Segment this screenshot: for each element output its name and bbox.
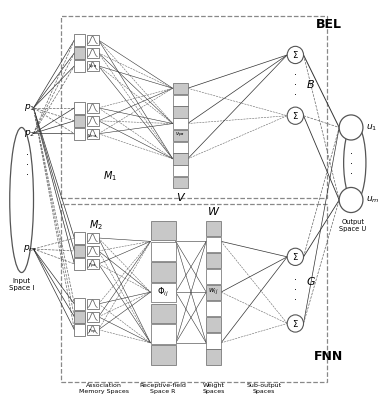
- Text: Association
Memory Spaces: Association Memory Spaces: [79, 383, 129, 394]
- Bar: [87, 299, 99, 309]
- Text: $\nu_{pa}$: $\nu_{pa}$: [175, 131, 185, 140]
- Bar: [87, 246, 99, 256]
- Bar: [87, 61, 99, 71]
- Text: ·
·
·: · · ·: [27, 150, 30, 180]
- Bar: [74, 128, 85, 140]
- Bar: [150, 262, 176, 282]
- Bar: [173, 154, 188, 165]
- Bar: [173, 177, 188, 188]
- Bar: [150, 304, 176, 323]
- Circle shape: [287, 46, 304, 64]
- Bar: [87, 312, 99, 322]
- Circle shape: [339, 115, 363, 140]
- Text: Receptive-field
Space R: Receptive-field Space R: [140, 383, 186, 394]
- Text: $\nu_{pa}$: $\nu_{pa}$: [88, 63, 97, 72]
- Text: BEL: BEL: [316, 18, 342, 31]
- Text: $\nu_{ma}$: $\nu_{ma}$: [87, 132, 98, 140]
- Bar: [74, 115, 85, 127]
- Bar: [87, 116, 99, 126]
- Text: Input
Space I: Input Space I: [9, 278, 34, 291]
- Bar: [74, 34, 85, 46]
- Bar: [173, 118, 188, 130]
- Bar: [74, 298, 85, 310]
- Text: $\Sigma$: $\Sigma$: [292, 251, 299, 262]
- Bar: [87, 233, 99, 243]
- Text: $p_2$: $p_2$: [24, 128, 35, 139]
- Bar: [173, 165, 188, 176]
- Bar: [87, 35, 99, 45]
- Circle shape: [287, 107, 304, 124]
- Text: $u_m$: $u_m$: [366, 195, 379, 205]
- Bar: [150, 345, 176, 365]
- Text: $\Sigma$: $\Sigma$: [292, 318, 299, 329]
- Bar: [74, 102, 85, 114]
- Text: $r_{pa}$: $r_{pa}$: [88, 261, 97, 271]
- Bar: [173, 83, 188, 94]
- Bar: [173, 130, 188, 141]
- Text: Sub-output
Spaces: Sub-output Spaces: [246, 383, 281, 394]
- Bar: [87, 48, 99, 58]
- Text: FNN: FNN: [314, 350, 343, 363]
- Text: $\Sigma$: $\Sigma$: [292, 50, 299, 60]
- Text: $\Phi_{ij}$: $\Phi_{ij}$: [157, 286, 169, 299]
- Text: $M_1$: $M_1$: [103, 170, 117, 183]
- Bar: [206, 237, 221, 252]
- Bar: [87, 259, 99, 269]
- Bar: [150, 324, 176, 344]
- Circle shape: [339, 188, 363, 212]
- Bar: [87, 129, 99, 139]
- Text: Weight
Spaces: Weight Spaces: [202, 383, 225, 394]
- Bar: [74, 324, 85, 336]
- Bar: [74, 311, 85, 323]
- Ellipse shape: [344, 124, 366, 202]
- Bar: [173, 95, 188, 106]
- Bar: [74, 245, 85, 257]
- Bar: [150, 221, 176, 240]
- Circle shape: [287, 315, 304, 332]
- Text: V: V: [176, 193, 184, 203]
- Circle shape: [287, 248, 304, 266]
- Text: $u_1$: $u_1$: [366, 122, 377, 133]
- Text: ·
·
·: · · ·: [294, 70, 297, 100]
- Bar: [173, 106, 188, 118]
- Bar: [206, 333, 221, 348]
- Text: G: G: [307, 277, 315, 287]
- Bar: [87, 325, 99, 335]
- Text: $p_m$: $p_m$: [23, 244, 36, 254]
- Bar: [206, 269, 221, 284]
- Bar: [61, 16, 327, 198]
- Text: $p_1$: $p_1$: [24, 102, 35, 113]
- Ellipse shape: [10, 128, 33, 272]
- Bar: [206, 253, 221, 268]
- Text: B: B: [307, 80, 314, 90]
- Bar: [87, 103, 99, 113]
- Text: W: W: [208, 207, 219, 217]
- Bar: [206, 285, 221, 300]
- Bar: [74, 60, 85, 72]
- Text: $M_2$: $M_2$: [89, 218, 103, 232]
- Text: Output
Space U: Output Space U: [339, 219, 366, 232]
- Text: $r_{np}$: $r_{np}$: [88, 327, 97, 337]
- Bar: [150, 283, 176, 302]
- Bar: [206, 350, 221, 365]
- Text: ·
·
·: · · ·: [294, 275, 297, 305]
- Bar: [74, 232, 85, 244]
- Bar: [173, 142, 188, 153]
- Bar: [150, 242, 176, 261]
- Bar: [74, 47, 85, 59]
- Bar: [206, 220, 221, 236]
- Bar: [206, 301, 221, 316]
- Bar: [206, 317, 221, 332]
- Text: $\Sigma$: $\Sigma$: [292, 110, 299, 121]
- Text: $w_{ij}$: $w_{ij}$: [208, 287, 219, 297]
- Text: ·
·
·: · · ·: [349, 149, 352, 179]
- Bar: [74, 258, 85, 270]
- Bar: [61, 204, 327, 382]
